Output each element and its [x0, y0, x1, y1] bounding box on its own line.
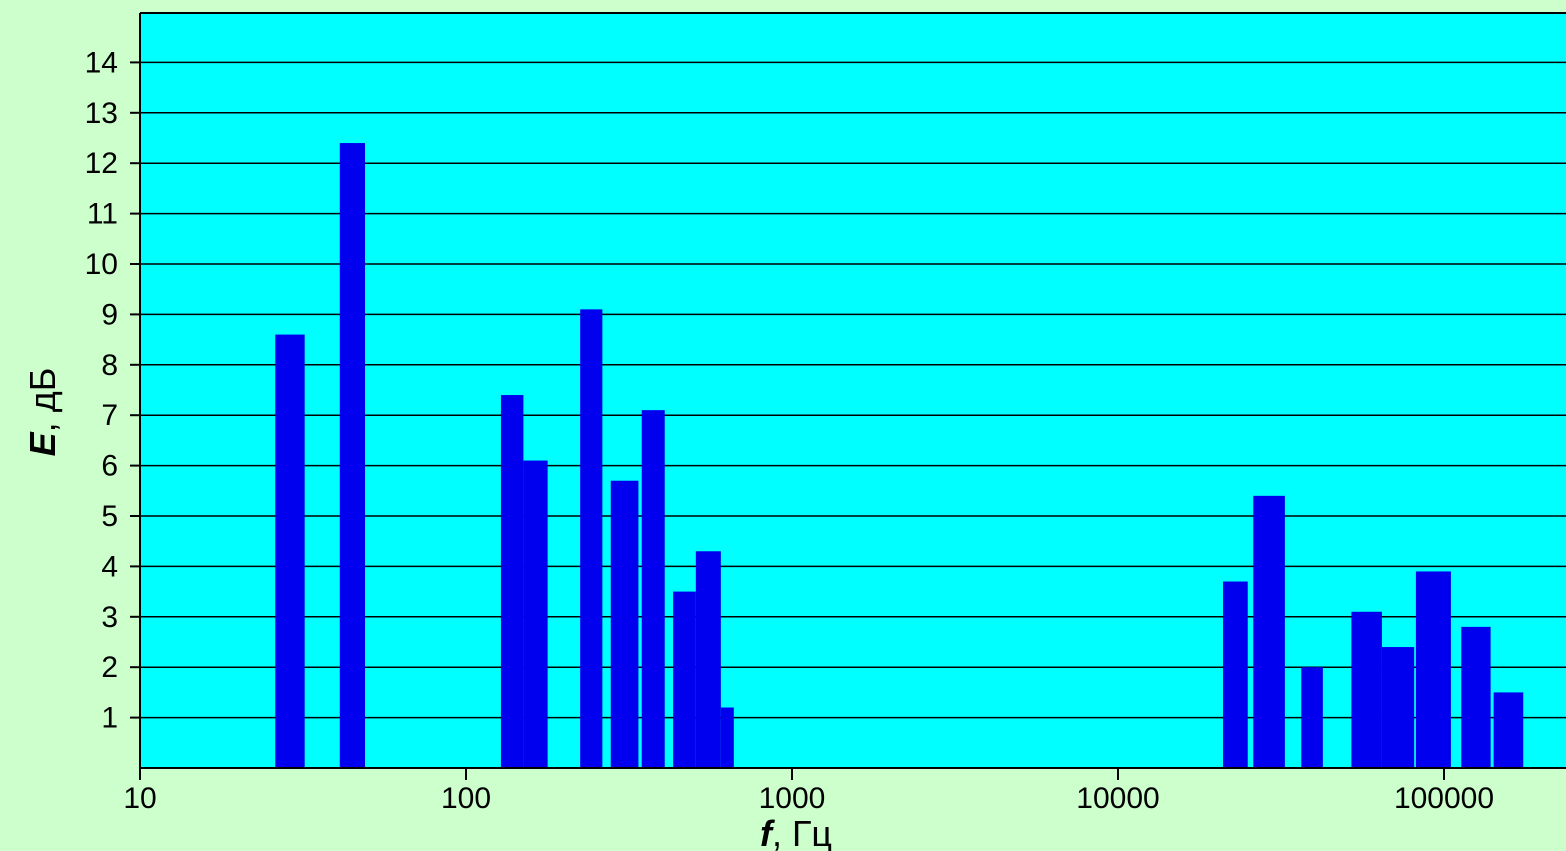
bar	[275, 334, 305, 768]
y-tick-label: 5	[101, 500, 118, 533]
gridlines	[140, 61, 1566, 719]
y-tick-label: 7	[101, 399, 118, 432]
y-axis-unit: , дБ	[22, 368, 63, 433]
y-tick-label: 1	[101, 702, 118, 735]
y-axis-variable: E	[22, 431, 63, 456]
y-tick-label: 8	[101, 349, 118, 382]
bar	[1223, 581, 1248, 768]
x-ticks: 10 100 1000 10000 100000	[123, 768, 1494, 815]
bar	[1351, 611, 1382, 768]
x-axis-title: f, Гц	[760, 813, 832, 851]
y-tick-label: 4	[101, 550, 118, 583]
x-tick-label: 1000	[759, 782, 826, 815]
x-axis-variable: f	[760, 813, 775, 851]
bar	[1253, 495, 1285, 768]
bar	[500, 395, 524, 768]
bar	[523, 460, 548, 768]
x-tick-label: 10000	[1076, 782, 1159, 815]
bar	[580, 309, 603, 768]
bar	[339, 143, 366, 769]
y-tick-label: 12	[85, 147, 118, 180]
x-tick-label: 100000	[1394, 782, 1494, 815]
y-tick-label: 14	[85, 46, 118, 79]
bar	[1461, 626, 1491, 768]
bar	[673, 591, 696, 768]
bar	[610, 480, 639, 768]
bar	[1415, 571, 1451, 768]
y-axis-title: E, дБ	[22, 368, 63, 457]
y-tick-label: 9	[101, 298, 118, 331]
bar	[1381, 647, 1415, 768]
bar	[641, 410, 665, 768]
x-tick-label: 10	[123, 782, 156, 815]
x-axis-unit: , Гц	[772, 813, 832, 851]
bars	[275, 143, 1524, 769]
bar	[1493, 692, 1524, 768]
bar	[1301, 667, 1323, 768]
bar	[695, 551, 721, 768]
y-tick-label: 10	[85, 248, 118, 281]
y-tick-label: 3	[101, 601, 118, 634]
y-tick-label: 13	[85, 97, 118, 130]
plot-area	[140, 13, 1566, 768]
y-tick-label: 11	[87, 198, 118, 231]
bar	[720, 707, 734, 768]
y-tick-label: 6	[101, 450, 118, 483]
y-tick-label: 2	[101, 651, 118, 684]
x-tick-label: 100	[441, 782, 491, 815]
